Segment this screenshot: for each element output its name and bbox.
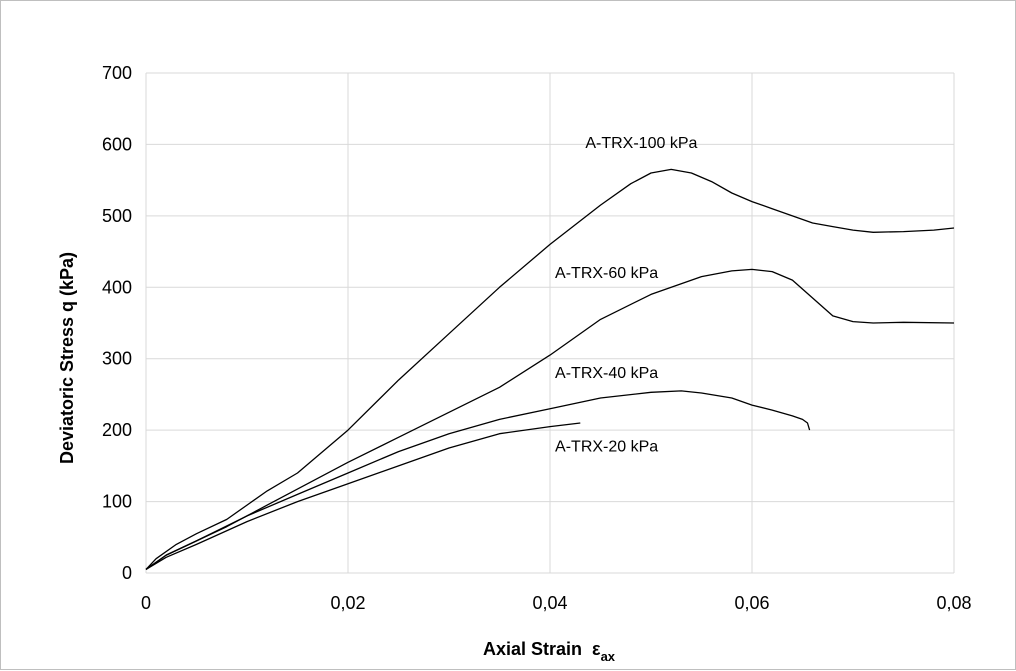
x-axis-title-symbol: ε — [592, 639, 601, 659]
series-layer — [145, 168, 955, 570]
series-line-1 — [145, 168, 955, 570]
y-tick-label: 300 — [102, 349, 132, 369]
x-tick-label: 0,02 — [330, 593, 365, 613]
series-label-2: A-TRX-60 kPa — [555, 265, 658, 282]
series-label-1: A-TRX-100 kPa — [585, 135, 697, 152]
x-axis-title: Axial Strain εax — [483, 639, 616, 664]
x-tick-label: 0,04 — [532, 593, 567, 613]
series-line-4 — [145, 422, 581, 570]
x-axis-title-text: Axial Strain — [483, 639, 582, 659]
y-axis-title: Deviatoric Stress q (kPa) — [57, 252, 77, 464]
y-tick-label: 100 — [102, 492, 132, 512]
y-tick-label: 700 — [102, 63, 132, 83]
series-line-2 — [145, 268, 955, 570]
y-tick-label: 600 — [102, 134, 132, 154]
series-line-3 — [145, 390, 811, 570]
series-label-4: A-TRX-20 kPa — [555, 439, 658, 456]
x-axis-title-subscript: ax — [601, 649, 616, 664]
grid-layer — [145, 72, 955, 574]
y-tick-label: 0 — [122, 563, 132, 583]
series-label-3: A-TRX-40 kPa — [555, 365, 658, 382]
x-tick-label: 0 — [141, 593, 151, 613]
x-tick-label: 0,08 — [936, 593, 971, 613]
x-tick-label: 0,06 — [734, 593, 769, 613]
y-tick-label: 500 — [102, 206, 132, 226]
y-tick-label: 400 — [102, 277, 132, 297]
y-tick-label: 200 — [102, 420, 132, 440]
series-labels: A-TRX-100 kPa A-TRX-60 kPa A-TRX-40 kPa A-T… — [555, 135, 697, 456]
tick-labels: 0 100 200 300 400 500 600 700 0 0,02 0,04 0,06 0,08 — [102, 63, 972, 613]
